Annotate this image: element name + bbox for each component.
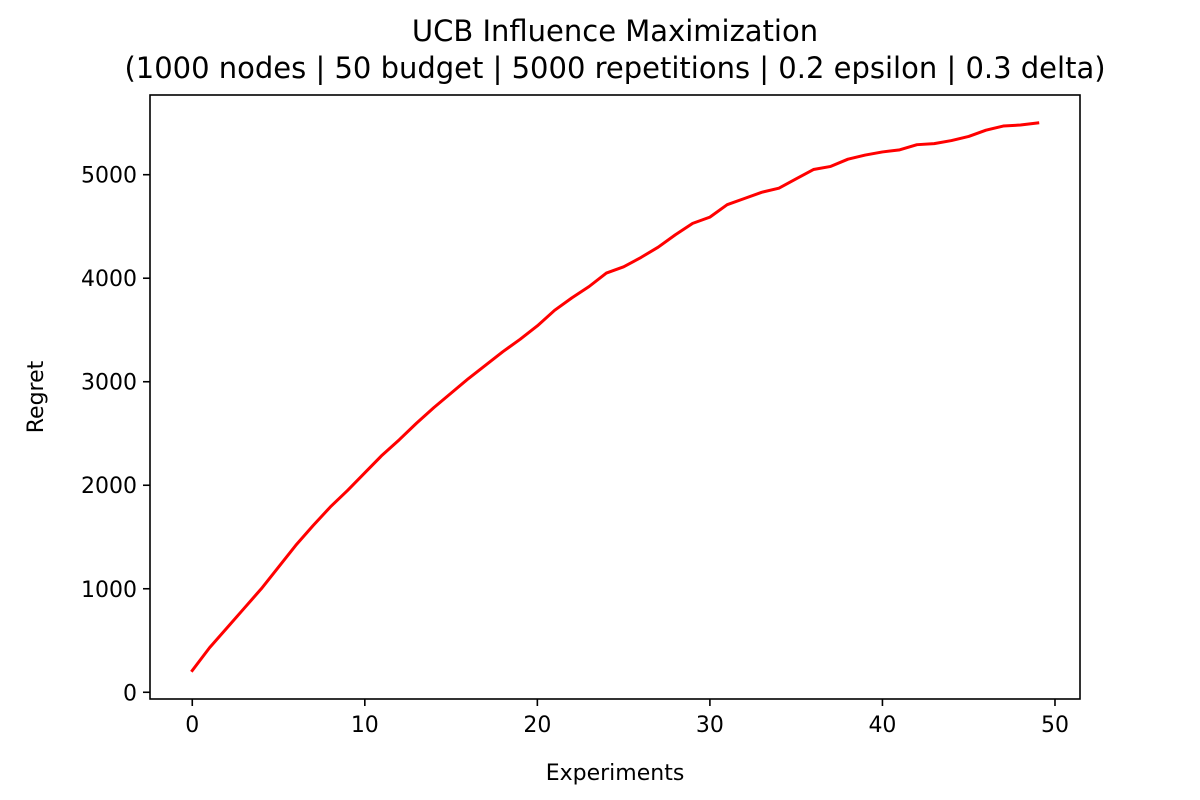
plot-frame (149, 94, 1081, 700)
x-tick-label: 10 (351, 713, 379, 738)
x-tick-label: 50 (1041, 713, 1069, 738)
chart-title: UCB Influence Maximization (412, 14, 818, 48)
y-tick-label: 0 (123, 681, 137, 706)
x-axis-label: Experiments (546, 761, 685, 786)
y-tick-label: 1000 (81, 578, 137, 603)
y-axis-label: Regret (24, 360, 49, 433)
y-tick-label: 4000 (81, 267, 137, 292)
x-tick-label: 40 (868, 713, 896, 738)
series-line (190, 121, 1040, 673)
y-tick-label: 2000 (81, 474, 137, 499)
chart-subtitle: (1000 nodes | 50 budget | 5000 repetitio… (124, 51, 1105, 85)
x-tick-label: 30 (696, 713, 724, 738)
axis-ticks: 0 10 20 30 40 50 0 1000 2000 3000 4000 5000 (81, 164, 1069, 738)
x-tick-label: 20 (523, 713, 551, 738)
x-tick-label: 0 (185, 713, 199, 738)
y-tick-label: 5000 (81, 164, 137, 189)
y-tick-label: 3000 (81, 371, 137, 396)
